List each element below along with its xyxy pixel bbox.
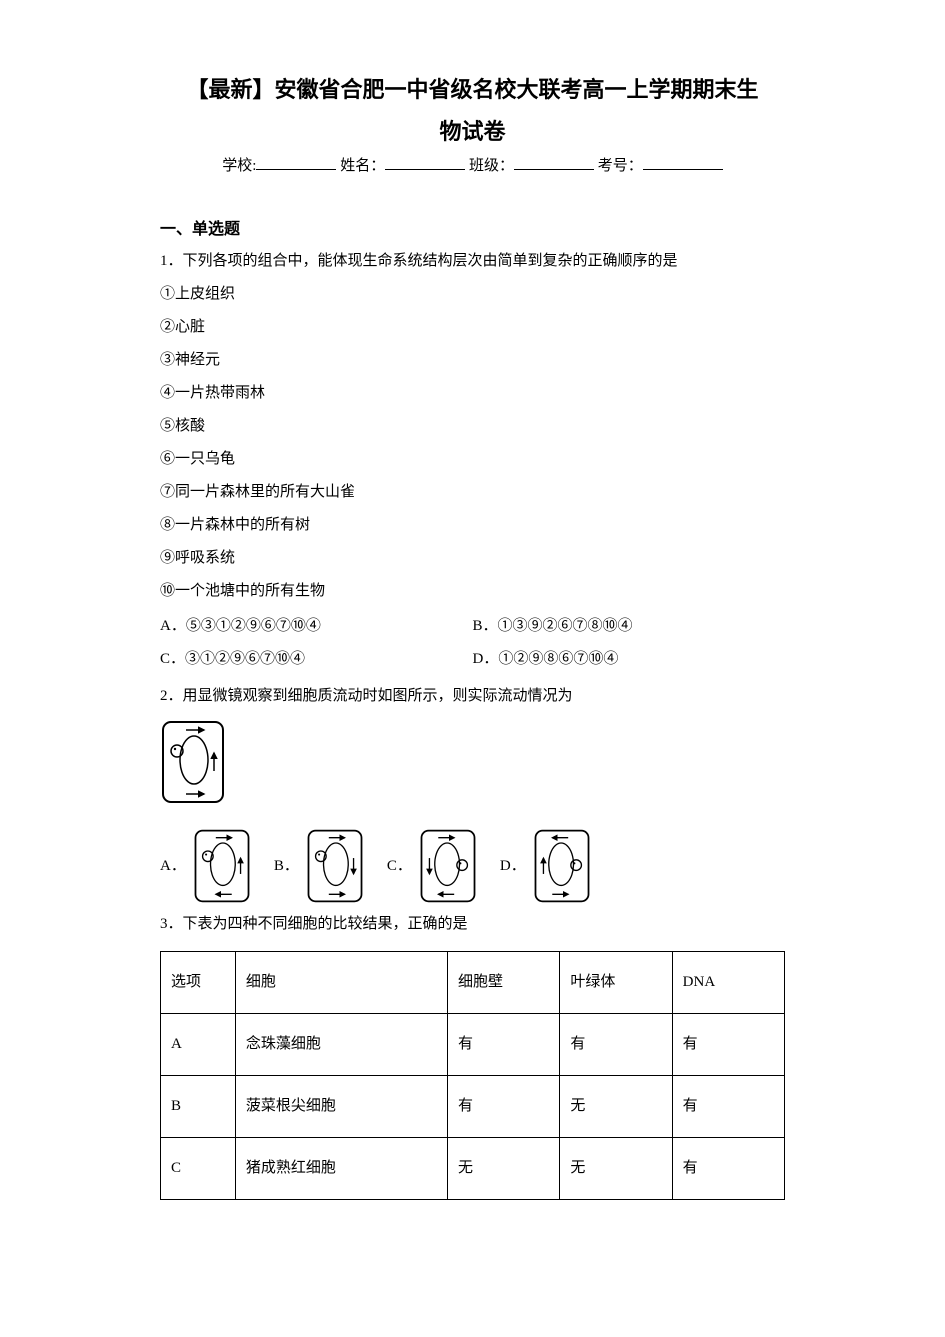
th-option: 选项 [161,951,236,1013]
page-title: 【最新】安徽省合肥一中省级名校大联考高一上学期期末生 [160,70,785,110]
label-examno: 考号： [598,158,643,174]
q2-label-a: A． [160,828,186,904]
blank-name[interactable] [385,154,465,170]
q3-stem: 下表为四种不同细胞的比较结果，正确的是 [183,916,468,932]
student-info-line: 学校: 姓名： 班级： 考号： [160,154,785,175]
cell: 无 [448,1137,560,1199]
q2-option-a[interactable]: A． [160,828,252,904]
q2-label-d: D． [500,828,526,904]
q2-option-b[interactable]: B． [274,828,365,904]
q1-option-c[interactable]: C．③①②⑨⑥⑦⑩④ [160,643,473,676]
q2-number: 2． [160,688,183,704]
cell: 有 [560,1013,672,1075]
q3-number: 3． [160,916,183,932]
cell: 有 [448,1075,560,1137]
th-chloroplast: 叶绿体 [560,951,672,1013]
blank-school[interactable] [256,154,336,170]
q1-item-8: ⑧一片森林中的所有树 [160,509,785,542]
q1-option-a[interactable]: A．⑤③①②⑨⑥⑦⑩④ [160,610,473,643]
cell: 菠菜根尖细胞 [235,1075,447,1137]
q1-item-5: ⑤核酸 [160,410,785,443]
cell-diagram-prompt [160,719,226,805]
cell: 有 [672,1013,784,1075]
question-1: 1．下列各项的组合中，能体现生命系统结构层次由简单到复杂的正确顺序的是 ①上皮组… [160,245,785,676]
label-class: 班级： [469,158,514,174]
q1-item-1: ①上皮组织 [160,278,785,311]
th-cellwall: 细胞壁 [448,951,560,1013]
cell-diagram-c [418,828,478,904]
q1-item-7: ⑦同一片森林里的所有大山雀 [160,476,785,509]
cell-diagram-a [192,828,252,904]
q2-prompt-figure [160,719,785,818]
q1-item-4: ④一片热带雨林 [160,377,785,410]
blank-examno[interactable] [643,154,723,170]
cell: 无 [560,1075,672,1137]
blank-class[interactable] [514,154,594,170]
cell: 猪成熟红细胞 [235,1137,447,1199]
q1-item-9: ⑨呼吸系统 [160,542,785,575]
table-row: C 猪成熟红细胞 无 无 有 [161,1137,785,1199]
q1-item-3: ③神经元 [160,344,785,377]
q2-option-c[interactable]: C． [387,828,478,904]
q2-option-d[interactable]: D． [500,828,592,904]
label-school: 学校: [222,158,256,174]
q2-label-b: B． [274,828,299,904]
th-cell: 细胞 [235,951,447,1013]
th-dna: DNA [672,951,784,1013]
cell-diagram-d [532,828,592,904]
cell: 有 [448,1013,560,1075]
table-header: 选项 细胞 细胞壁 叶绿体 DNA [161,951,785,1013]
cell: 念珠藻细胞 [235,1013,447,1075]
section-1-header: 一、单选题 [160,215,785,239]
question-2: 2．用显微镜观察到细胞质流动时如图所示，则实际流动情况为 A． [160,680,785,904]
table-row: B 菠菜根尖细胞 有 无 有 [161,1075,785,1137]
q1-item-6: ⑥一只乌龟 [160,443,785,476]
cell: A [161,1013,236,1075]
table-row: A 念珠藻细胞 有 有 有 [161,1013,785,1075]
q2-stem: 用显微镜观察到细胞质流动时如图所示，则实际流动情况为 [183,688,573,704]
question-3: 3．下表为四种不同细胞的比较结果，正确的是 选项 细胞 细胞壁 叶绿体 DNA … [160,908,785,1200]
page-subtitle: 物试卷 [160,114,785,146]
label-name: 姓名： [340,158,385,174]
cell: 无 [560,1137,672,1199]
q1-item-10: ⑩一个池塘中的所有生物 [160,575,785,608]
cell: 有 [672,1137,784,1199]
q3-table: 选项 细胞 细胞壁 叶绿体 DNA A 念珠藻细胞 有 有 有 B 菠菜根尖细胞… [160,951,785,1200]
cell: B [161,1075,236,1137]
cell: 有 [672,1075,784,1137]
q1-stem: 下列各项的组合中，能体现生命系统结构层次由简单到复杂的正确顺序的是 [183,253,678,269]
cell-diagram-b [305,828,365,904]
cell: C [161,1137,236,1199]
q1-option-d[interactable]: D．①②⑨⑧⑥⑦⑩④ [473,643,786,676]
q1-item-2: ②心脏 [160,311,785,344]
q2-label-c: C． [387,828,412,904]
q1-number: 1． [160,253,183,269]
q1-option-b[interactable]: B．①③⑨②⑥⑦⑧⑩④ [473,610,786,643]
